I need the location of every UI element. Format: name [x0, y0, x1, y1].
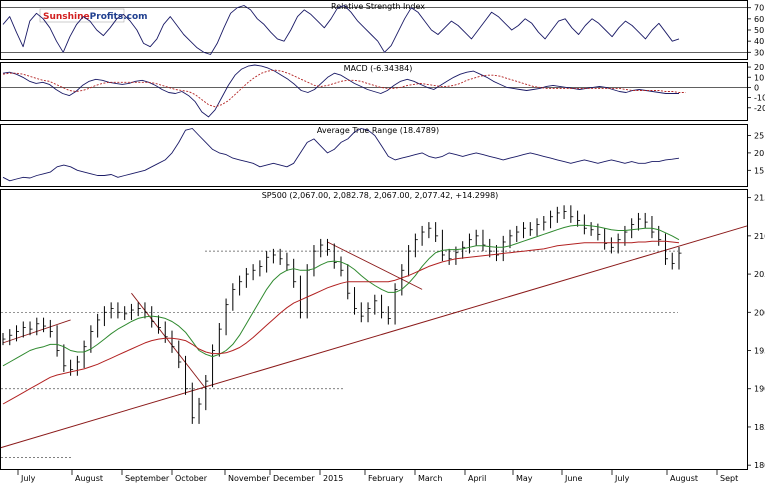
- x-tick-label: Sept: [720, 474, 738, 483]
- channel-line: [327, 241, 423, 290]
- y-tick-label: 70: [754, 4, 764, 13]
- rsi-title: Relative Strength Index: [331, 2, 425, 11]
- x-tick-label: September: [125, 474, 170, 483]
- y-tick-label: 20: [754, 149, 764, 158]
- x-tick-label: October: [175, 474, 208, 483]
- x-tick-label: August: [75, 474, 103, 483]
- y-tick-label: 1850: [754, 423, 765, 432]
- macd-signal-line: [2, 69, 686, 108]
- y-tick-label: 2050: [754, 270, 765, 279]
- x-tick-label: February: [368, 474, 404, 483]
- x-axis: July August September October November Decemb…: [17, 469, 738, 483]
- y-tick-label: 2150: [754, 194, 765, 203]
- y-tick-label: 40: [754, 37, 764, 46]
- x-tick-label: April: [468, 474, 486, 483]
- logo-part2: Profits.com: [90, 12, 148, 22]
- y-tick-label: -20: [754, 104, 765, 113]
- x-tick-label: December: [273, 474, 315, 483]
- rsi-line: [2, 5, 680, 55]
- x-tick-label: November: [228, 474, 270, 483]
- channel-line: [131, 292, 207, 390]
- x-tick-label: June: [564, 474, 583, 483]
- logo-part1: Sunshine: [43, 12, 90, 22]
- atr-title: Average True Range (18.4789): [317, 126, 439, 135]
- y-tick-label: 20: [754, 63, 764, 72]
- y-tick-label: 10: [754, 73, 764, 82]
- y-tick-label: 0: [754, 83, 759, 92]
- y-tick-label: 15: [754, 166, 764, 175]
- atr-line: [2, 128, 680, 182]
- sma-short-line: [2, 224, 680, 367]
- trendline: [0, 225, 748, 449]
- y-tick-label: 1800: [754, 461, 765, 470]
- macd-title: MACD (-6.34384): [344, 64, 413, 73]
- sma-long-line: [2, 240, 680, 405]
- y-tick-label: 2000: [754, 308, 765, 317]
- x-tick-label: July: [20, 474, 36, 483]
- y-tick-label: 1950: [754, 347, 765, 356]
- x-tick-label: August: [670, 474, 698, 483]
- y-tick-label: 1900: [754, 385, 765, 394]
- series-layer: [2, 5, 686, 424]
- x-tick-label: May: [516, 474, 533, 483]
- y-tick-label: 25: [754, 131, 764, 140]
- y-tick-label: -10: [754, 94, 765, 103]
- price-title: SP500 (2,067.00, 2,082.78, 2,067.00, 2,0…: [262, 191, 499, 200]
- svg-text:SunshineProfits.com: SunshineProfits.com: [43, 12, 148, 22]
- y-tick-label: 2100: [754, 232, 765, 241]
- y-tick-label: 60: [754, 15, 764, 24]
- x-tick-label: March: [418, 474, 442, 483]
- macd-line: [2, 64, 679, 118]
- x-tick-label: 2015: [323, 474, 343, 483]
- x-tick-label: July: [614, 474, 630, 483]
- rsi-panel: [0, 0, 748, 60]
- y-tick-label: 50: [754, 26, 764, 35]
- y-tick-label: 30: [754, 48, 764, 57]
- price-panel: [0, 189, 748, 470]
- axis-layer: 706050403020100-10-202520152150210020502…: [747, 4, 765, 470]
